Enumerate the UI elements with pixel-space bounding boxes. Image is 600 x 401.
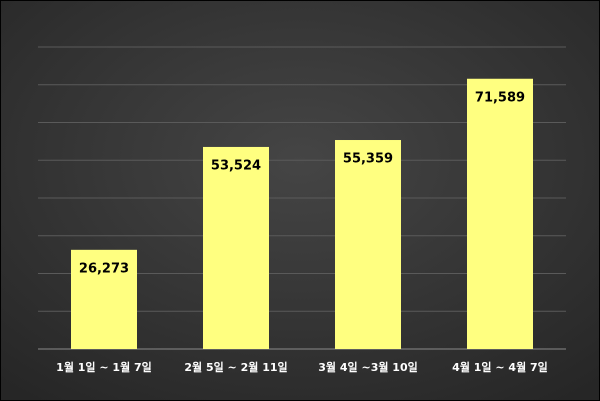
value-label: 71,589 (475, 90, 525, 105)
x-tick-label: 4월 1일 ~ 4월 7일 (452, 360, 548, 374)
value-label: 55,359 (343, 152, 393, 167)
bar (203, 146, 269, 349)
bar (71, 249, 137, 349)
x-tick-label: 2월 5일 ~ 2월 11일 (184, 360, 287, 374)
x-tick-label: 1월 1일 ~ 1월 7일 (56, 360, 152, 374)
x-tick-label: 3월 4일 ~3월 10일 (318, 360, 417, 374)
bar (467, 78, 533, 349)
value-label: 26,273 (79, 261, 129, 276)
value-label: 53,524 (211, 158, 261, 173)
bar (335, 140, 401, 349)
